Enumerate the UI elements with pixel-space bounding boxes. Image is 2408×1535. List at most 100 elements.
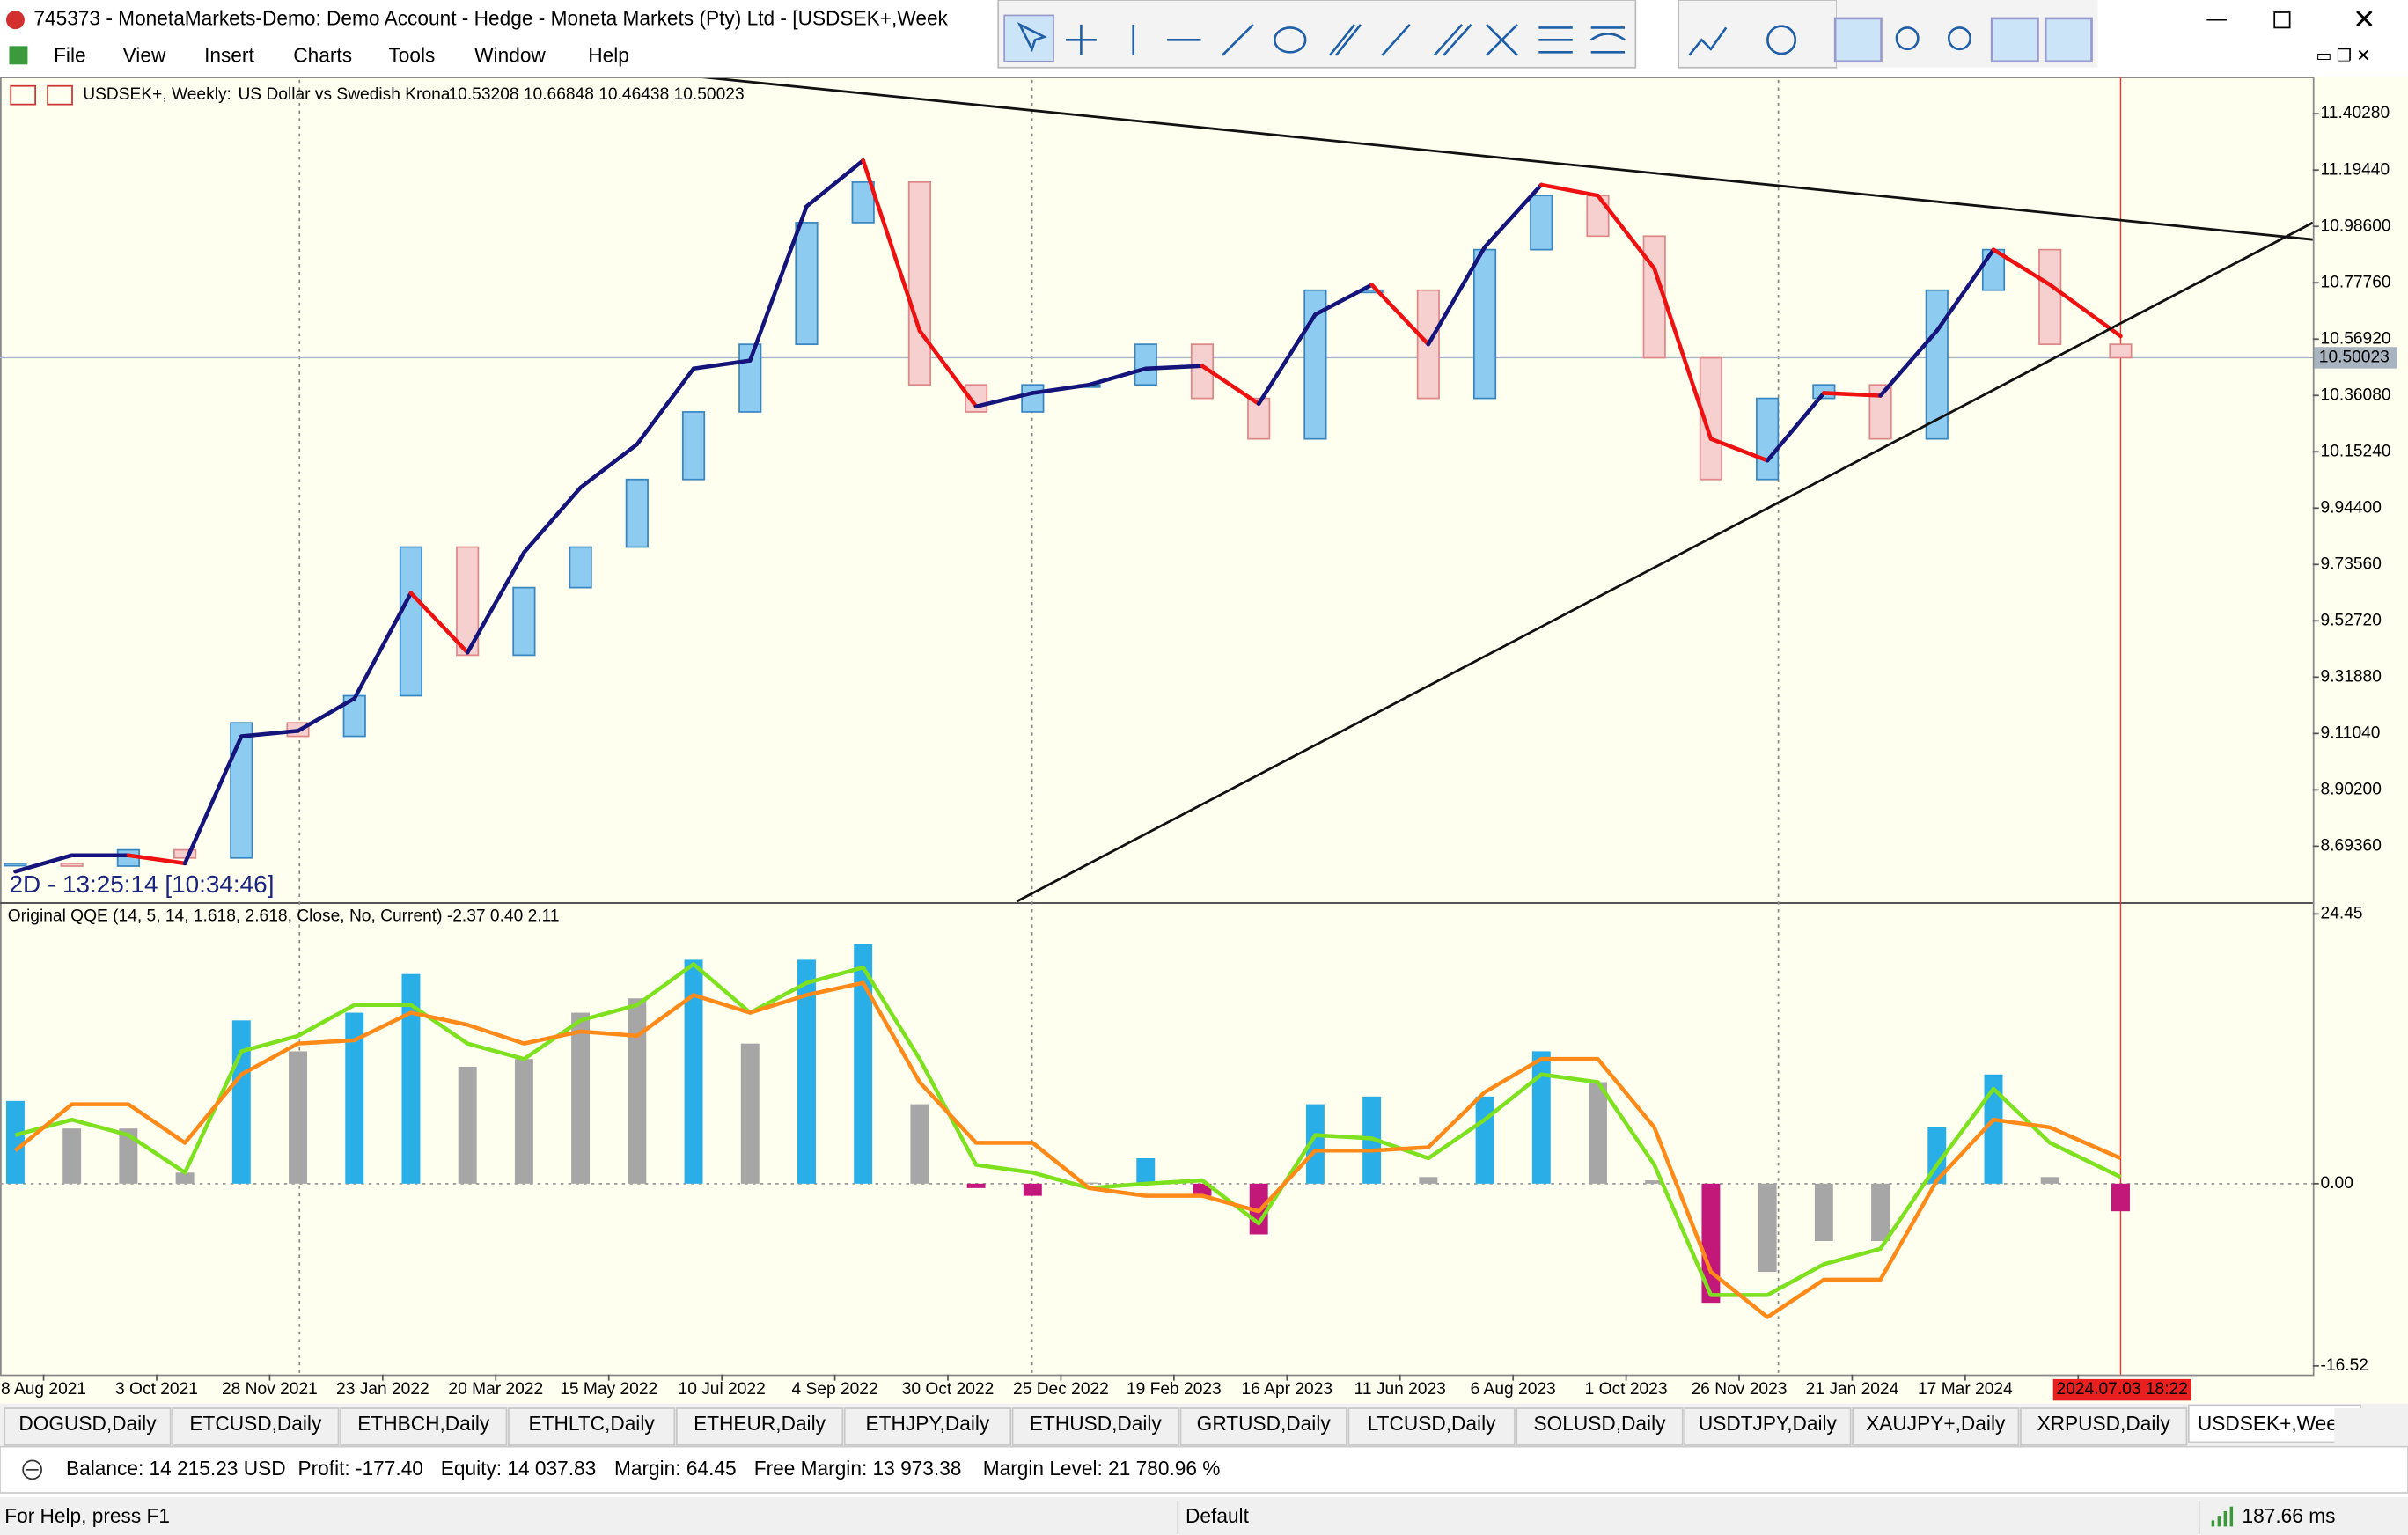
tab[interactable] [1516,1407,1684,1446]
ma-segment [1539,182,1600,198]
menu-item[interactable]: View [123,44,166,67]
tab[interactable] [1852,1407,2020,1446]
tab-label: DOGUSD,Daily [18,1412,157,1435]
candle-body [625,478,649,548]
histogram-bar [231,1020,251,1184]
histogram-bar [1136,1158,1156,1184]
x-tick-label: 30 Oct 2022 [902,1380,995,1399]
histogram-bar [1758,1183,1777,1273]
window-title: 745373 - MonetaMarkets-Demo: Demo Accoun… [33,7,948,30]
tab-label: XRPUSD,Daily [2037,1412,2171,1435]
ma-segment [1200,364,1261,406]
ma-segment [126,853,187,866]
shape-icon[interactable] [1273,26,1307,54]
ma-segment [1143,364,1205,371]
header-icon [47,84,73,106]
menu-item[interactable]: Insert [204,44,254,67]
account-field: Free Margin: 13 973.38 [754,1457,962,1480]
ma-segment [1596,193,1656,271]
levels-icon[interactable] [1538,26,1573,54]
menu-item[interactable]: Window [474,44,546,67]
tool-icons [1017,21,1626,56]
x-tick-label: 25 Dec 2022 [1013,1380,1109,1399]
cursor-tool[interactable] [1003,14,1054,62]
tab[interactable] [172,1407,340,1446]
x-tick-label: 4 Sep 2022 [791,1380,877,1399]
timeframe-icon[interactable] [1766,25,1797,55]
y-tick-label: 9.31880 [2321,667,2382,686]
histogram-bar [1305,1104,1325,1184]
tab[interactable] [2020,1407,2188,1446]
x-tick-label: 1 Oct 2023 [1585,1380,1668,1399]
fibo-icon[interactable] [1329,24,1362,56]
x-tick-label: 28 Nov 2021 [222,1380,318,1399]
crosshair-icon[interactable] [1065,24,1097,55]
candle-body [399,546,423,697]
mdi-buttons[interactable]: ▭ ❐ ✕ [2316,48,2370,66]
histogram-bar [1080,1182,1099,1184]
candle-body [173,848,197,859]
autoscroll-button[interactable] [1990,17,2039,63]
gann-icon[interactable] [1486,23,1518,56]
tab[interactable] [340,1407,508,1446]
tab[interactable] [508,1407,676,1446]
x-tick-label: 20 Mar 2022 [448,1380,543,1399]
tab[interactable] [1347,1407,1516,1446]
y-tick-label: 9.11040 [2321,723,2381,742]
tab[interactable] [1684,1407,1852,1446]
ma-segment [973,391,1035,409]
ma-segment [861,158,922,334]
current-time-label: 2024.07.03 18:22 [2057,1380,2188,1399]
candle-body [851,180,875,224]
ma-segment [1313,283,1374,317]
histogram-bar [1984,1074,2003,1184]
zoom-out-icon[interactable] [1947,26,1972,51]
candle-body [795,222,819,346]
pitchfork-icon[interactable] [1433,24,1472,56]
tab[interactable] [4,1407,172,1446]
shift-button[interactable] [2044,17,2093,63]
signal-icon [2211,1506,2234,1527]
indicators-icon[interactable] [1688,26,1728,56]
ma-segment [522,485,583,555]
tab[interactable] [675,1407,844,1446]
tab[interactable] [1179,1407,1347,1446]
tab-scroll[interactable] [2334,1408,2408,1445]
resistance-line[interactable] [699,77,2313,241]
histogram-bar [684,959,703,1184]
tab[interactable] [1011,1407,1179,1446]
histogram-bar [910,1104,929,1184]
collapse-icon[interactable] [22,1459,42,1480]
menu-item[interactable]: Help [588,44,629,67]
fan-icon[interactable] [1589,26,1626,54]
ma-segment [917,328,979,409]
x-tick-label: 8 Aug 2021 [1,1380,86,1399]
ma-segment [1031,382,1091,395]
candles-button[interactable] [1833,17,1883,63]
menu-item[interactable]: File [54,44,86,67]
x-tick-label: 26 Nov 2023 [1692,1380,1788,1399]
account-field: Margin Level: 21 780.96 % [983,1457,1221,1480]
tab[interactable] [843,1407,1012,1446]
last-price-box [2314,347,2397,369]
menu-item[interactable]: Charts [293,44,352,67]
active-tab[interactable] [2187,1404,2362,1443]
histogram-bar [966,1183,986,1188]
menu-item[interactable]: Tools [388,44,435,67]
ma-segment [804,158,865,209]
drawing-toolbar [997,0,1637,69]
minimize-button[interactable]: — [2206,7,2227,30]
zoom-in-icon[interactable] [1895,26,1920,51]
trendline-icon[interactable] [1222,23,1254,56]
plot: 11.40280 11.19440 10.98600 10.77760 10.56920… [0,77,2397,1401]
channel-icon[interactable] [1381,24,1411,56]
close-button[interactable]: ✕ [2353,4,2375,35]
ma-segment [2047,283,2123,339]
ma-segment [1256,312,1318,406]
maximize-button[interactable] [2273,11,2291,29]
candle-body [4,863,27,867]
candle-body [2038,248,2062,346]
candle-body [1642,235,1666,359]
support-line[interactable] [1016,221,2313,903]
